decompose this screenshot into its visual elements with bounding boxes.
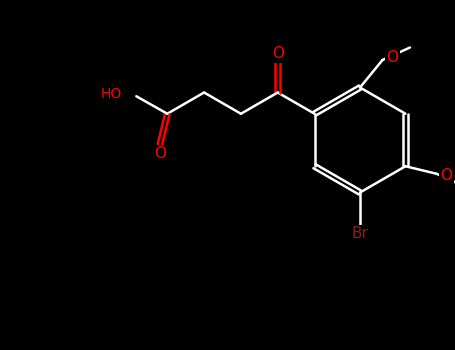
Text: Br: Br bbox=[352, 226, 369, 242]
Text: O: O bbox=[386, 49, 399, 64]
Text: O: O bbox=[154, 146, 166, 161]
Text: O: O bbox=[440, 168, 452, 183]
Text: HO: HO bbox=[101, 87, 122, 101]
Text: O: O bbox=[272, 46, 284, 61]
